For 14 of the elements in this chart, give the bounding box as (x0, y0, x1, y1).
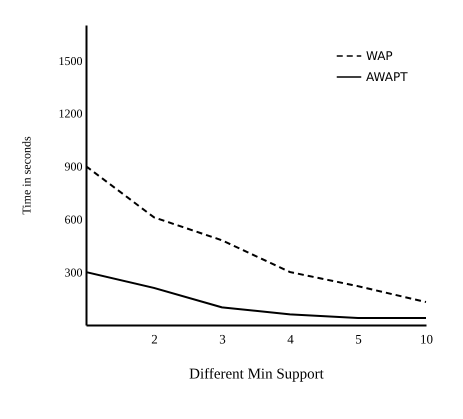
y-tick-label: 600 (64, 212, 82, 227)
y-axis-title: Time in seconds (20, 136, 34, 215)
x-axis-title: Different Min Support (189, 366, 325, 382)
x-tick-label: 2 (151, 332, 158, 346)
y-tick-label: 1500 (58, 54, 82, 68)
x-tick-label: 3 (219, 332, 226, 346)
legend-label: WAP (366, 49, 393, 63)
legend-label: AWAPT (366, 70, 408, 84)
x-tick-label: 4 (287, 332, 294, 346)
x-tick-label: 10 (420, 332, 433, 346)
x-tick-label: 5 (355, 332, 362, 346)
y-tick-label: 1200 (58, 106, 82, 121)
y-tick-label: 900 (64, 160, 82, 174)
y-tick-label: 300 (64, 266, 82, 280)
